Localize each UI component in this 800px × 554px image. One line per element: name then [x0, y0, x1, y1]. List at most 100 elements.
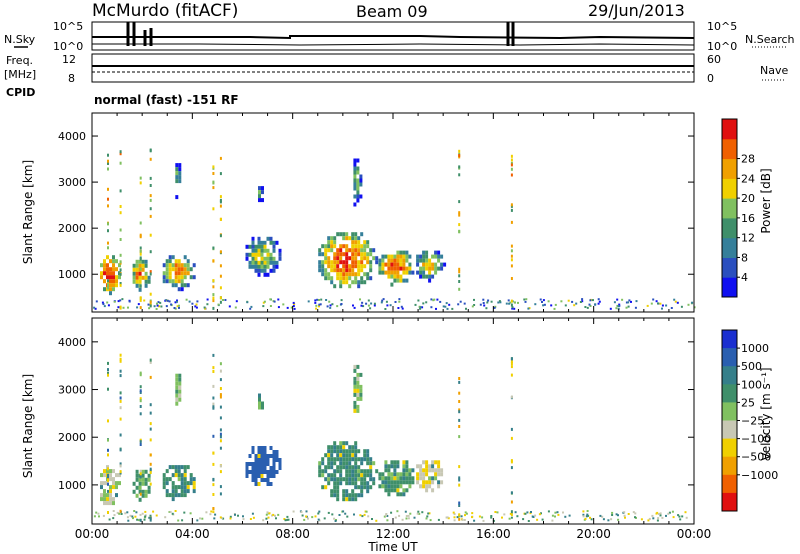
velocity-scatter-point [501, 516, 503, 519]
power-scatter-point [589, 299, 592, 302]
power-scatter-point [176, 305, 179, 308]
power-cell [354, 276, 358, 281]
power-scatter-point [194, 305, 197, 308]
power-cell [354, 260, 358, 265]
power-cell [112, 255, 115, 260]
power-cell [396, 258, 400, 263]
velocity-scatter-point [503, 513, 506, 516]
velocity-scatter-point [617, 514, 619, 517]
power-scatter-point [398, 298, 401, 301]
velocity-scatter-point [671, 510, 674, 513]
power-cell [261, 190, 264, 195]
velocity-cell [336, 469, 340, 474]
power-cell [354, 232, 358, 237]
velocity-cell [425, 460, 429, 465]
velocity-cell [345, 481, 349, 486]
power-stripe-point [510, 158, 513, 162]
power-cell [396, 274, 400, 279]
velocity-cell [339, 469, 343, 474]
velocity-cell [266, 462, 270, 466]
velocity-cell [354, 441, 358, 446]
velocity-stripe-point [149, 469, 152, 473]
velocity-cell [266, 454, 270, 458]
power-cell [275, 264, 279, 269]
velocity-cell [428, 484, 432, 489]
power-cell [440, 262, 444, 267]
velocity-scatter-point [516, 515, 519, 518]
velocity-cell [263, 458, 267, 462]
velocity-scatter-point [536, 518, 539, 521]
velocity-cell [141, 477, 145, 482]
power-cell [109, 283, 112, 288]
velocity-cell [419, 464, 423, 469]
power-cell [327, 276, 331, 281]
power-scatter-point [204, 307, 207, 310]
power-scatter-point [262, 301, 265, 304]
velocity-cell [440, 480, 444, 485]
power-cell [357, 284, 361, 289]
power-scatter-point [318, 305, 320, 308]
power-cell [336, 248, 340, 253]
velocity-echo-patch [100, 465, 121, 506]
power-cell [115, 267, 118, 272]
power-stripe-point [107, 187, 109, 191]
power-scatter-point [272, 300, 275, 303]
power-stripe-point [107, 283, 109, 287]
power-scatter-point [385, 300, 388, 303]
velocity-cell [324, 453, 328, 458]
power-scatter-point [508, 302, 511, 305]
power-scatter-point [277, 306, 280, 309]
power-scatter-point [581, 300, 584, 303]
power-cell [408, 262, 412, 267]
power-scatter-point [493, 306, 496, 309]
power-cell [118, 275, 121, 280]
velocity-cell [135, 469, 139, 474]
velocity-stripe-point [510, 513, 513, 517]
velocity-cell [174, 465, 178, 470]
power-scatter-point [107, 304, 110, 307]
velocity-cell [360, 457, 364, 462]
velocity-cell [393, 480, 397, 485]
power-scatter-point [315, 307, 318, 310]
power-scatter-point [517, 301, 519, 304]
velocity-scatter-point [601, 515, 604, 518]
power-scatter-point [594, 303, 597, 306]
velocity-cell [345, 469, 349, 474]
power-cell [330, 280, 334, 285]
power-stripe-point [219, 172, 222, 176]
nave-tick-high: 60 [707, 53, 721, 66]
power-cell [263, 256, 267, 261]
power-cell [336, 272, 340, 277]
power-stripe-point [149, 214, 152, 218]
velocity-stripe-point [107, 371, 109, 375]
power-scatter-point [613, 301, 616, 304]
velocity-cell [366, 489, 370, 494]
nsearch-tick-high: 10^5 [707, 20, 737, 33]
power-cell [103, 267, 106, 272]
velocity-cell [353, 380, 357, 385]
power-scatter-point [235, 300, 238, 303]
velocity-cell [333, 493, 337, 498]
velocity-cell [366, 453, 370, 458]
velocity-scatter-point [655, 512, 658, 515]
power-scatter-point [269, 305, 272, 307]
velocity-cell [372, 461, 376, 466]
velocity-cell [178, 397, 182, 402]
velocity-scatter-point [394, 516, 397, 519]
velocity-cell [330, 489, 334, 494]
velocity-scatter-point [169, 510, 172, 513]
power-cell [390, 258, 394, 263]
power-colorbar-swatch [722, 277, 737, 298]
power-stripe-point [139, 267, 142, 271]
velocity-scatter-point [623, 511, 626, 514]
velocity-cell [112, 485, 115, 490]
power-cell [112, 259, 115, 264]
power-scatter-point [433, 298, 436, 301]
power-cell [327, 240, 331, 245]
power-cell [396, 250, 400, 255]
power-scatter-point [119, 299, 122, 302]
power-scatter-point [419, 306, 422, 309]
power-scatter-point [597, 302, 600, 305]
velocity-cell [399, 480, 403, 485]
